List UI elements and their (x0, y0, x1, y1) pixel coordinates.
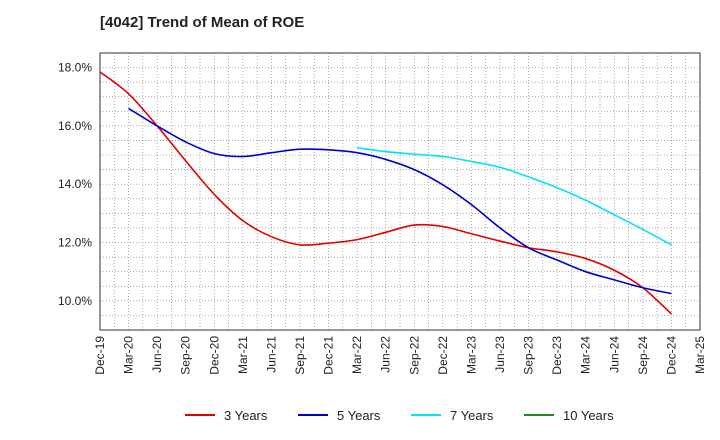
series-layer (99, 71, 672, 315)
x-tick-label: Mar-21 (236, 336, 250, 374)
y-axis: 10.0% 12.0% 14.0% 16.0% 18.0% (58, 61, 92, 308)
series-line-3-years (99, 71, 672, 315)
legend-label-3-years: 3 Years (224, 408, 268, 423)
x-tick-label: Sep-23 (522, 336, 536, 375)
x-tick-label: Dec-21 (322, 336, 336, 375)
x-tick-label: Dec-23 (550, 336, 564, 375)
series-line-5-years (128, 107, 672, 295)
x-axis: Dec-19 Mar-20 Jun-20 Sep-20 Dec-20 Mar-21 Jun-… (93, 336, 707, 375)
y-tick-label: 16.0% (58, 119, 92, 133)
x-tick-label: Dec-19 (93, 336, 107, 375)
x-tick-label: Jun-23 (493, 336, 507, 373)
y-tick-label: 10.0% (58, 294, 92, 308)
x-tick-label: Mar-25 (693, 336, 707, 374)
y-tick-label: 12.0% (58, 236, 92, 250)
x-tick-label: Sep-22 (407, 336, 421, 375)
x-tick-label: Sep-24 (636, 336, 650, 375)
series-line-7-years (357, 146, 672, 246)
x-tick-label: Mar-23 (464, 336, 478, 374)
x-tick-label: Mar-24 (579, 336, 593, 374)
x-tick-label: Dec-20 (207, 336, 221, 375)
legend-label-5-years: 5 Years (337, 408, 381, 423)
x-tick-label: Dec-22 (436, 336, 450, 375)
legend-label-7-years: 7 Years (450, 408, 494, 423)
x-tick-label: Jun-22 (379, 336, 393, 373)
grid-layer (99, 52, 701, 331)
x-tick-label: Jun-24 (607, 336, 621, 373)
y-tick-label: 14.0% (58, 177, 92, 191)
legend: 3 Years 5 Years 7 Years 10 Years (185, 408, 614, 423)
x-tick-label: Jun-20 (150, 336, 164, 373)
legend-label-10-years: 10 Years (563, 408, 614, 423)
x-tick-label: Mar-22 (350, 336, 364, 374)
x-tick-label: Sep-21 (293, 336, 307, 375)
x-tick-label: Mar-20 (122, 336, 136, 374)
x-tick-label: Jun-21 (264, 336, 278, 373)
x-tick-label: Sep-20 (179, 336, 193, 375)
plot-frame (99, 52, 701, 331)
x-tick-label: Dec-24 (664, 336, 678, 375)
y-tick-label: 18.0% (58, 61, 92, 75)
chart-title: [4042] Trend of Mean of ROE (100, 14, 305, 31)
